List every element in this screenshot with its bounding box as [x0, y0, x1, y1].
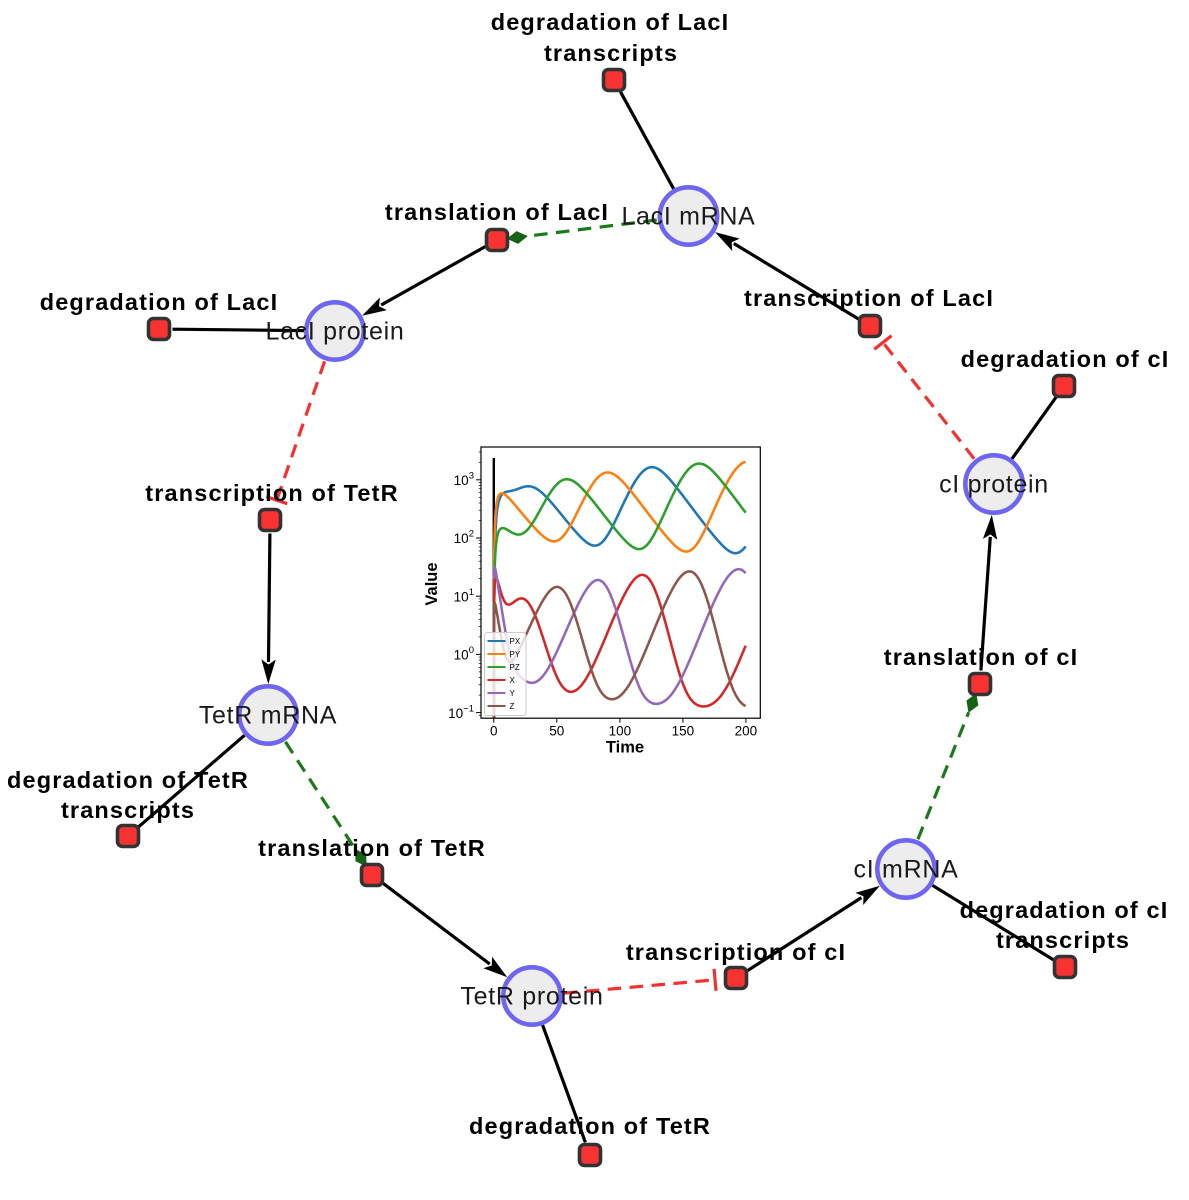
svg-text:100: 100	[609, 724, 632, 739]
svg-text:transcripts: transcripts	[996, 927, 1130, 953]
svg-text:LacI protein: LacI protein	[265, 318, 404, 346]
svg-text:cI mRNA: cI mRNA	[854, 856, 959, 884]
svg-text:Value: Value	[423, 562, 441, 605]
svg-text:X: X	[510, 676, 516, 685]
svg-text:TetR mRNA: TetR mRNA	[199, 702, 337, 730]
svg-text:LacI mRNA: LacI mRNA	[621, 203, 755, 231]
svg-text:degradation of TetR: degradation of TetR	[7, 767, 249, 793]
svg-text:Z: Z	[510, 702, 515, 711]
svg-text:150: 150	[672, 724, 695, 739]
svg-text:PZ: PZ	[510, 663, 520, 672]
svg-text:cI protein: cI protein	[939, 471, 1049, 499]
svg-text:0: 0	[490, 724, 498, 739]
svg-text:degradation of TetR: degradation of TetR	[469, 1113, 711, 1139]
svg-text:degradation of cI: degradation of cI	[961, 346, 1170, 372]
svg-text:translation of TetR: translation of TetR	[258, 835, 486, 861]
svg-text:translation of LacI: translation of LacI	[385, 199, 609, 225]
svg-text:degradation of cI: degradation of cI	[960, 897, 1169, 923]
svg-text:degradation of LacI: degradation of LacI	[491, 9, 730, 35]
svg-text:PY: PY	[510, 650, 521, 659]
svg-text:degradation of LacI: degradation of LacI	[40, 289, 279, 315]
svg-text:transcripts: transcripts	[61, 797, 195, 823]
svg-text:200: 200	[735, 724, 758, 739]
svg-text:PX: PX	[510, 637, 521, 646]
svg-text:50: 50	[549, 724, 564, 739]
svg-text:translation of cI: translation of cI	[884, 644, 1079, 670]
svg-text:transcription of TetR: transcription of TetR	[145, 480, 399, 506]
svg-text:transcription of cI: transcription of cI	[626, 939, 846, 965]
svg-text:transcription of LacI: transcription of LacI	[744, 285, 994, 311]
svg-text:transcripts: transcripts	[544, 40, 678, 66]
svg-text:TetR protein: TetR protein	[460, 983, 603, 1011]
svg-text:Time: Time	[606, 739, 644, 757]
svg-text:Y: Y	[510, 689, 516, 698]
